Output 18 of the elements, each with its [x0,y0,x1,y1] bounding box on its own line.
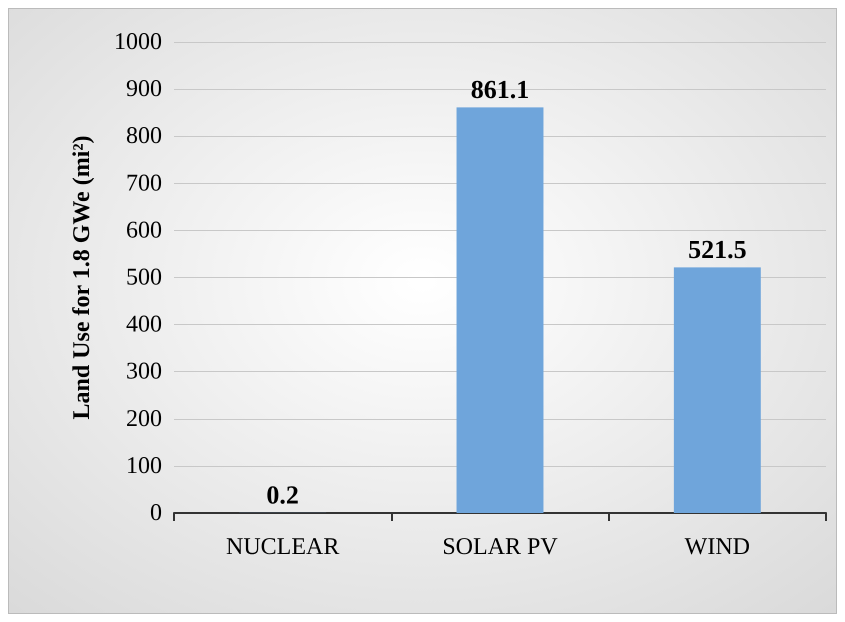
y-tick-label: 900 [126,76,162,102]
y-tick-label: 300 [126,358,162,385]
y-tick-label: 100 [126,452,162,479]
data-label: 521.5 [688,234,747,264]
data-label: 0.2 [266,480,299,510]
y-tick-label: 700 [126,170,162,196]
y-axis-title: Land Use for 1.8 GWe (mi²) [69,135,95,420]
y-tick-label: 800 [126,123,162,150]
y-tick-label: 400 [126,312,162,338]
y-tick-label: 1000 [114,29,162,55]
data-label: 861.1 [470,74,530,104]
x-tick-label: SOLAR PV [442,534,558,560]
x-tick-label: NUCLEAR [226,534,340,560]
y-tick-label: 500 [126,264,162,290]
y-tick-label: 200 [126,406,162,432]
x-tick-label: WIND [684,534,750,560]
y-tick-label: 600 [126,217,162,244]
y-tick-label: 0 [150,500,162,526]
